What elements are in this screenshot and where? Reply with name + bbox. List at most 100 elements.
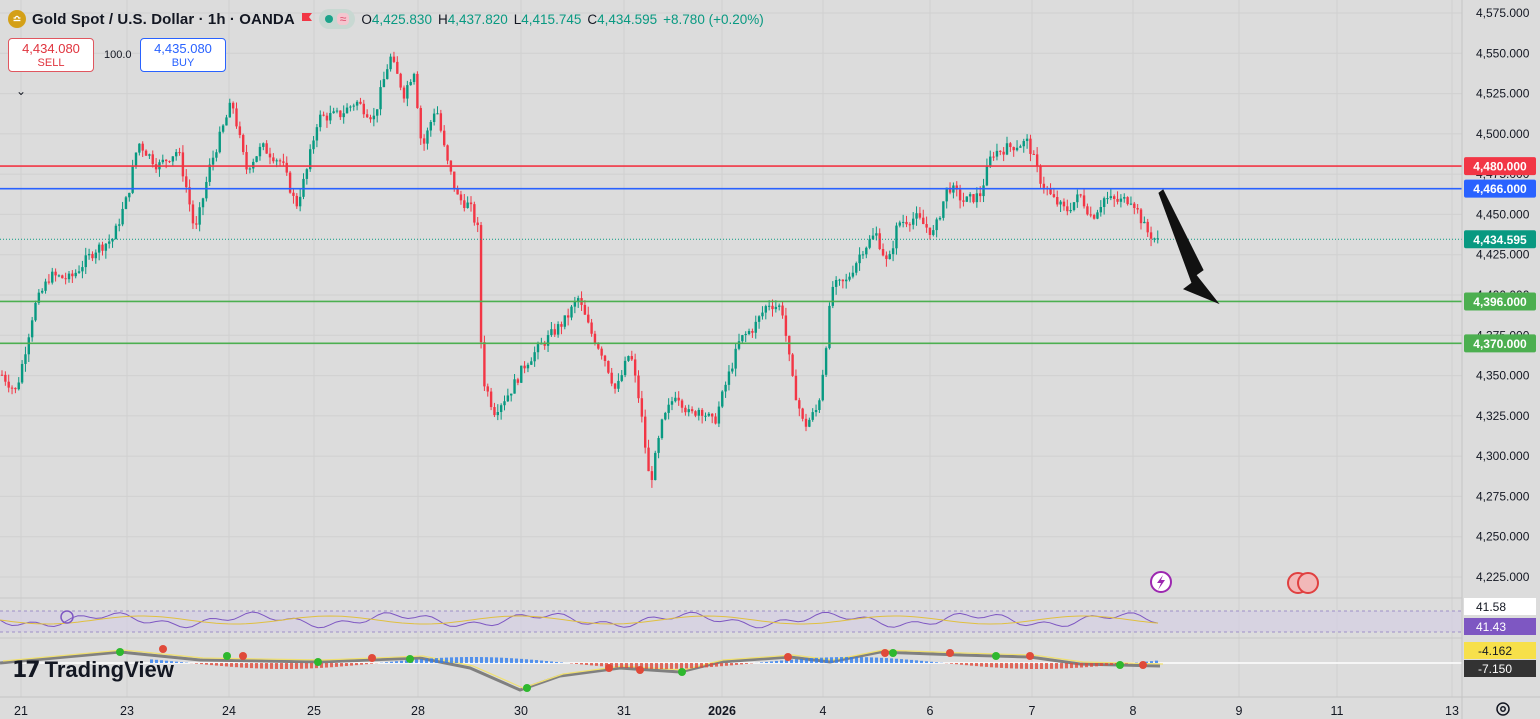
candle-body [848,276,851,280]
macd-bar [1030,663,1033,669]
candle-body [1116,198,1119,202]
candle-body [1086,206,1089,215]
candle-body [1123,197,1126,199]
candle-body [878,233,881,250]
candle-body [1133,203,1136,209]
macd-bar [355,663,358,666]
candle-body [248,168,252,170]
macd-bar [485,657,488,663]
macd-bar [1055,663,1058,669]
candle-body [339,110,342,118]
candle-body [429,122,432,131]
candle-body [148,154,151,156]
macd-bar [195,663,198,664]
macd-cross-dot [406,655,414,663]
x-tick-label: 7 [1029,704,1036,718]
macd-bar [260,663,263,669]
macd-bar [350,663,353,666]
macd-cross-dot [314,658,322,666]
candle-body [402,87,406,99]
candle-body [754,321,757,333]
candle-body [968,194,972,197]
candle-body [824,348,828,375]
macd-bar [335,663,338,667]
macd-bar [390,661,393,663]
sell-button[interactable]: 4,434.080 SELL [8,38,94,72]
candle-body [898,222,901,226]
candle-body [359,101,362,104]
y-tick-label: 4,350.000 [1476,369,1530,383]
candle-body [741,335,744,342]
candle-body [439,113,443,131]
flag-us-icon-2[interactable] [1297,572,1319,594]
candle-body [124,197,128,209]
macd-cross-dot [368,654,376,662]
macd-cross-dot [946,649,954,657]
candle-body [727,371,731,385]
candle-body [791,354,794,376]
candle-body [121,208,124,225]
blue-line-tag-label: 4,466.000 [1473,182,1527,196]
candle-body [131,166,134,193]
candle-body [563,315,566,327]
buy-button[interactable]: 4,435.080 BUY [140,38,226,72]
gear-icon[interactable] [1495,701,1511,717]
candle-body [309,149,312,170]
y-tick-label: 4,225.000 [1476,570,1530,584]
macd-bar [555,661,558,663]
macd-cross-dot [1026,652,1034,660]
candle-body [995,150,999,157]
candle-body [721,391,724,407]
macd-bar [175,661,178,663]
x-tick-label: 25 [307,704,321,718]
macd-bar [440,657,443,663]
tradingview-logo[interactable]: 𝟭𝟳 TradingView [12,657,174,683]
candle-body [707,413,711,416]
macd-bar [875,657,878,663]
macd-bar [1060,663,1063,669]
macd-bar [1010,663,1013,669]
candle-body [945,187,948,202]
macd-bar [500,657,503,663]
candle-body [288,172,292,193]
macd-bar [735,663,738,665]
candle-body [818,400,821,411]
candle-body [91,253,94,259]
chevron-down-icon[interactable]: ⌄ [16,84,27,98]
candle-body [319,114,322,128]
macd-bar [240,663,243,668]
candle-body [1015,147,1019,151]
macd-bar [1025,663,1028,669]
candle-body [1076,194,1079,203]
macd-bar [655,663,658,669]
support-line-1-tag-label: 4,396.000 [1473,295,1527,309]
macd-bar [165,660,168,663]
candle-body [623,360,627,376]
macd-bar [1005,663,1008,669]
x-tick-label: 9 [1236,704,1243,718]
x-tick-label: 11 [1331,704,1344,718]
tradingview-mark-icon: 𝟭𝟳 [12,657,41,682]
candle-body [151,154,154,165]
macd-bar [250,663,253,669]
macd-bar [775,660,778,663]
macd-bar [880,657,883,663]
candle-body [1113,196,1116,199]
y-tick-label: 4,550.000 [1476,46,1530,60]
macd-tag-2 [1464,660,1536,677]
candle-body [962,200,965,202]
candle-body [714,416,717,424]
candle-body [918,213,922,218]
macd-bar [935,662,938,663]
candle-body [1109,196,1113,199]
rsi-band [0,611,1462,632]
candle-body [660,419,664,439]
candle-body [1143,221,1146,224]
symbol-title[interactable]: Gold Spot / U.S. Dollar · 1h · OANDA [32,10,295,28]
market-status-chip[interactable]: ≈ [318,9,356,29]
candle-body [828,305,831,349]
candle-body [27,337,30,355]
flag-icon[interactable] [301,12,313,26]
candle-body [935,219,938,231]
